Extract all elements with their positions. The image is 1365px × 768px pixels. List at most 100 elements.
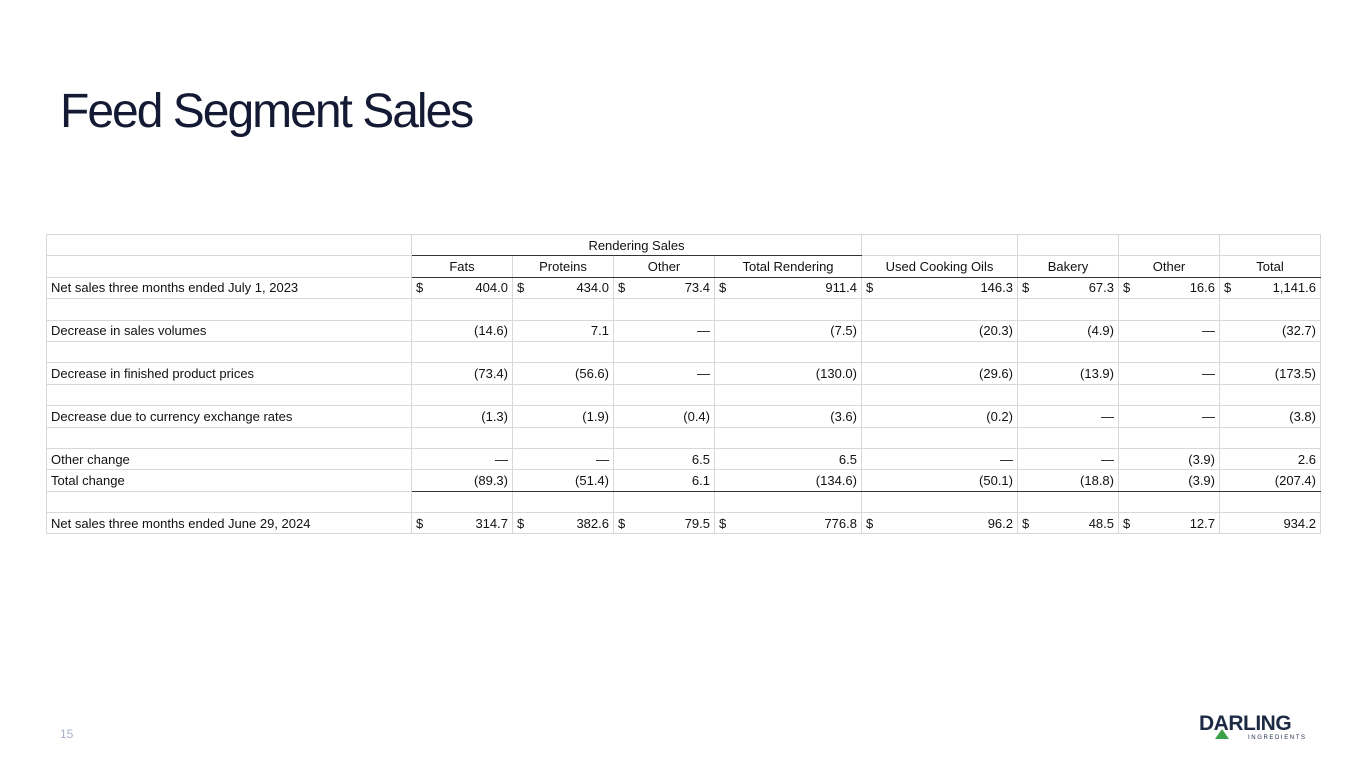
currency-cell: $314.7	[416, 516, 508, 531]
amount: 404.0	[475, 280, 508, 296]
column-header: Fats	[411, 255, 513, 278]
group-header: Rendering Sales	[411, 233, 862, 257]
currency-symbol: $	[517, 280, 525, 296]
cell	[1017, 233, 1119, 257]
row-label: Decrease due to currency exchange rates	[46, 405, 412, 428]
currency-cell: $12.7	[1123, 516, 1215, 531]
cell	[613, 298, 715, 321]
cell	[1017, 340, 1119, 364]
cell	[613, 426, 715, 449]
cell	[714, 298, 862, 321]
currency-symbol: $	[1123, 280, 1131, 296]
cell: $404.0	[411, 276, 513, 300]
cell	[512, 490, 614, 514]
cell	[714, 426, 862, 449]
cell	[46, 490, 412, 514]
logo-name: DARLING	[1199, 712, 1291, 735]
cell: $67.3	[1017, 276, 1119, 300]
currency-symbol: $	[719, 280, 727, 296]
cell	[411, 383, 513, 407]
cell: (56.6)	[512, 362, 614, 385]
currency-symbol: $	[517, 515, 525, 531]
cell: —	[1017, 447, 1119, 471]
cell: (73.4)	[411, 362, 513, 385]
cell: (29.6)	[861, 362, 1018, 385]
amount: 911.4	[825, 280, 857, 296]
currency-cell: $434.0	[517, 280, 609, 295]
cell: 6.5	[714, 447, 862, 471]
cell: (18.8)	[1017, 469, 1119, 492]
currency-symbol: $	[1123, 515, 1131, 531]
cell: —	[411, 447, 513, 471]
cell	[1017, 490, 1119, 514]
currency-cell: $1,141.6	[1224, 280, 1316, 295]
cell: —	[613, 319, 715, 342]
cell	[411, 490, 513, 514]
currency-cell: $79.5	[618, 516, 710, 531]
cell: (173.5)	[1219, 362, 1321, 385]
cell	[861, 340, 1018, 364]
logo-icon	[1215, 729, 1229, 739]
cell: 6.1	[613, 469, 715, 492]
currency-symbol: $	[719, 515, 727, 531]
cell	[46, 383, 412, 407]
cell: (20.3)	[861, 319, 1018, 342]
currency-symbol: $	[1022, 280, 1030, 296]
cell	[411, 340, 513, 364]
cell: (13.9)	[1017, 362, 1119, 385]
cell	[512, 383, 614, 407]
amount: 776.8	[824, 515, 857, 531]
cell: $911.4	[714, 276, 862, 300]
currency-symbol: $	[1224, 280, 1232, 296]
amount: 73.4	[684, 280, 710, 296]
cell: (14.6)	[411, 319, 513, 342]
cell	[861, 298, 1018, 321]
column-header: Bakery	[1017, 255, 1119, 278]
cell: —	[1118, 319, 1220, 342]
cell	[861, 233, 1018, 257]
cell	[1118, 298, 1220, 321]
cell: —	[1017, 405, 1119, 428]
row-label: Net sales three months ended June 29, 20…	[46, 512, 412, 535]
cell	[1118, 340, 1220, 364]
currency-symbol: $	[866, 515, 874, 531]
cell: —	[613, 362, 715, 385]
cell: (32.7)	[1219, 319, 1321, 342]
currency-cell: $776.8	[719, 516, 857, 531]
currency-symbol: $	[618, 280, 626, 296]
row-label: Decrease in sales volumes	[46, 319, 412, 342]
currency-cell: $67.3	[1022, 280, 1114, 295]
cell: —	[1118, 362, 1220, 385]
cell: (134.6)	[714, 469, 862, 492]
cell	[1118, 383, 1220, 407]
spacer-row	[46, 426, 1321, 449]
cell	[1219, 298, 1321, 321]
cell: $73.4	[613, 276, 715, 300]
cell	[512, 298, 614, 321]
cell	[46, 426, 412, 449]
cell: —	[861, 447, 1018, 471]
amount: 12.7	[1189, 515, 1215, 531]
cell	[714, 383, 862, 407]
currency-cell: $73.4	[618, 280, 710, 295]
amount: 16.6	[1189, 280, 1215, 296]
amount: 67.3	[1088, 280, 1114, 296]
cell: (130.0)	[714, 362, 862, 385]
currency-symbol: $	[416, 280, 424, 296]
cell: (51.4)	[512, 469, 614, 492]
cell: —	[512, 447, 614, 471]
cell: (0.4)	[613, 405, 715, 428]
column-header-row: Fats Proteins Other Total Rendering Used Coo…	[46, 255, 1321, 278]
cell: 2.6	[1219, 447, 1321, 471]
cell: (89.3)	[411, 469, 513, 492]
cell	[1017, 298, 1119, 321]
currency-cell: $16.6	[1123, 280, 1215, 295]
currency-cell: $404.0	[416, 280, 508, 295]
cell: (7.5)	[714, 319, 862, 342]
column-header: Total	[1219, 255, 1321, 278]
column-header: Other	[1118, 255, 1220, 278]
amount: 146.3	[980, 280, 1013, 296]
data-row: Other change — —6.5 6.5— — (3.9) 2.6	[46, 447, 1321, 471]
amount: 79.5	[684, 515, 710, 531]
